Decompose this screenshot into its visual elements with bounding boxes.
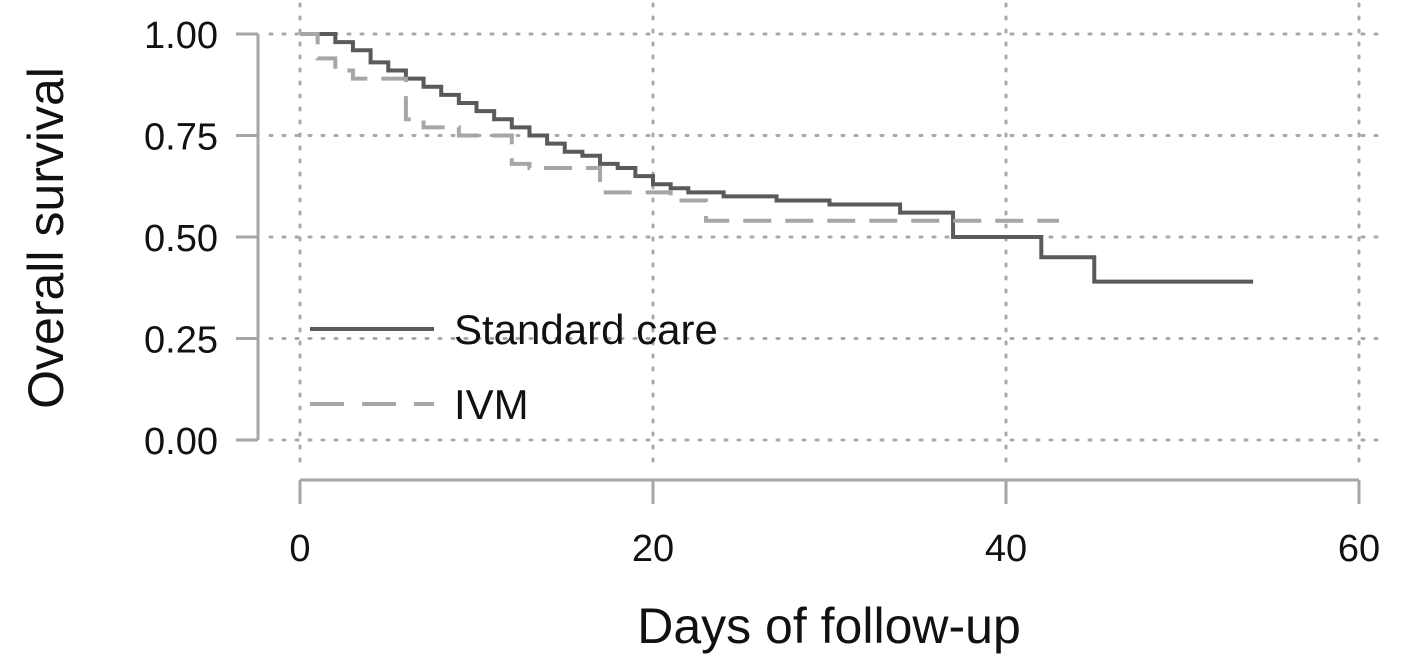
- y-tick-label: 0.50: [144, 218, 218, 260]
- legend-label-ivm: IVM: [454, 381, 529, 428]
- grid-layer: [268, 2, 1387, 464]
- y-axis-title: Overall survival: [18, 67, 74, 409]
- y-tick-label: 0.00: [144, 421, 218, 463]
- legend-label-standard-care: Standard care: [454, 306, 718, 353]
- legend: Standard care IVM: [310, 306, 718, 428]
- y-tick-label: 0.25: [144, 320, 218, 362]
- x-tick-label: 60: [1338, 528, 1380, 570]
- x-tick-label: 0: [289, 528, 310, 570]
- x-tick-label: 40: [985, 528, 1027, 570]
- y-tick-label: 0.75: [144, 117, 218, 159]
- axes-layer: 0.00 0.25 0.50 0.75 1.00 0 20 40 60: [144, 15, 1380, 570]
- series-line-ivm: [300, 32, 1059, 223]
- y-tick-label: 1.00: [144, 15, 218, 57]
- series-layer: [300, 32, 1254, 284]
- x-axis-title: Days of follow-up: [637, 598, 1021, 654]
- x-tick-label: 20: [632, 528, 674, 570]
- series-line-standard-care: [300, 32, 1254, 284]
